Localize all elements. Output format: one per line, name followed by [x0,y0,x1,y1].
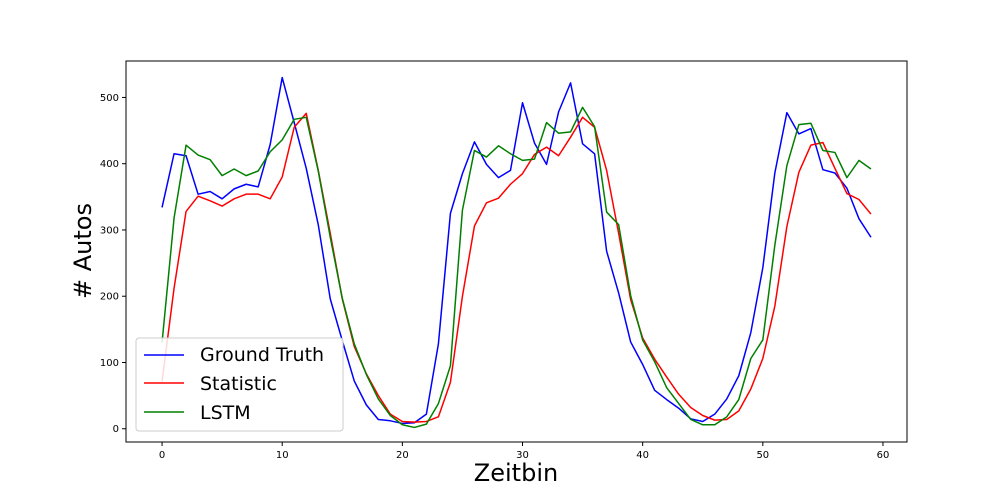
legend: Ground Truth Statistic LSTM [135,337,344,432]
y-axis-ticks: 0 100 200 300 400 500 [100,93,126,435]
y-tick-label: 400 [100,159,119,170]
y-tick-label: 500 [100,93,119,104]
x-tick-label: 0 [159,450,165,461]
y-tick-label: 200 [100,292,119,303]
series-layer [161,76,872,429]
x-axis-ticks: 0 10 20 30 40 50 60 [159,442,889,461]
x-tick-label: 60 [877,450,890,461]
y-axis-label: # Autos [69,203,97,299]
series-line-statistic [161,112,872,423]
y-tick-label: 100 [100,358,119,369]
legend-label-lstm: LSTM [200,402,251,424]
legend-label-statistic: Statistic [200,373,277,395]
legend-box [135,337,344,432]
y-tick-label: 0 [113,424,119,435]
y-tick-label: 300 [100,225,119,236]
series-line-lstm [161,106,872,429]
x-tick-label: 20 [396,450,409,461]
x-tick-label: 30 [516,450,529,461]
x-tick-label: 40 [636,450,649,461]
x-tick-label: 10 [276,450,289,461]
legend-label-ground-truth: Ground Truth [200,344,324,366]
x-tick-label: 50 [756,450,769,461]
x-axis-label: Zeitbin [474,459,558,487]
plot-frame [125,60,908,443]
series-line-ground-truth [161,76,872,425]
